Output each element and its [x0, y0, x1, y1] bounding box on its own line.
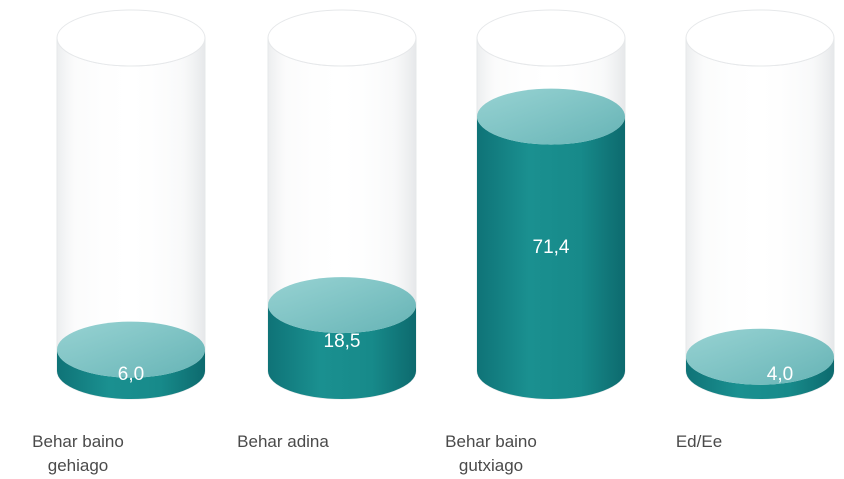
- category-label-0: Behar baino gehiago: [32, 432, 124, 475]
- bar-fill-0: [57, 349, 205, 399]
- bar-top-3: [686, 328, 834, 385]
- bar-fill-2: [477, 116, 625, 399]
- value-label-2: 71,4: [533, 237, 570, 258]
- bar-top-2: [477, 88, 625, 145]
- glass-top-1: [267, 9, 417, 67]
- category-label-2: Behar baino gutxiago: [445, 432, 537, 475]
- value-label-1: 18,5: [324, 331, 361, 352]
- glass-top-2: [476, 9, 626, 67]
- bar-fill-3: [686, 356, 834, 399]
- value-label-0: 6,0: [118, 364, 144, 385]
- category-label-3: Ed/Ee: [675, 432, 723, 451]
- bar-top-1: [268, 277, 416, 334]
- glass-top-3: [685, 9, 835, 67]
- bar-fill-1: [268, 305, 416, 399]
- glass-top-0: [56, 9, 206, 67]
- bar-top-0: [57, 321, 205, 378]
- value-label-3: 4,0: [767, 364, 793, 385]
- category-label-1: Behar adina: [237, 432, 329, 451]
